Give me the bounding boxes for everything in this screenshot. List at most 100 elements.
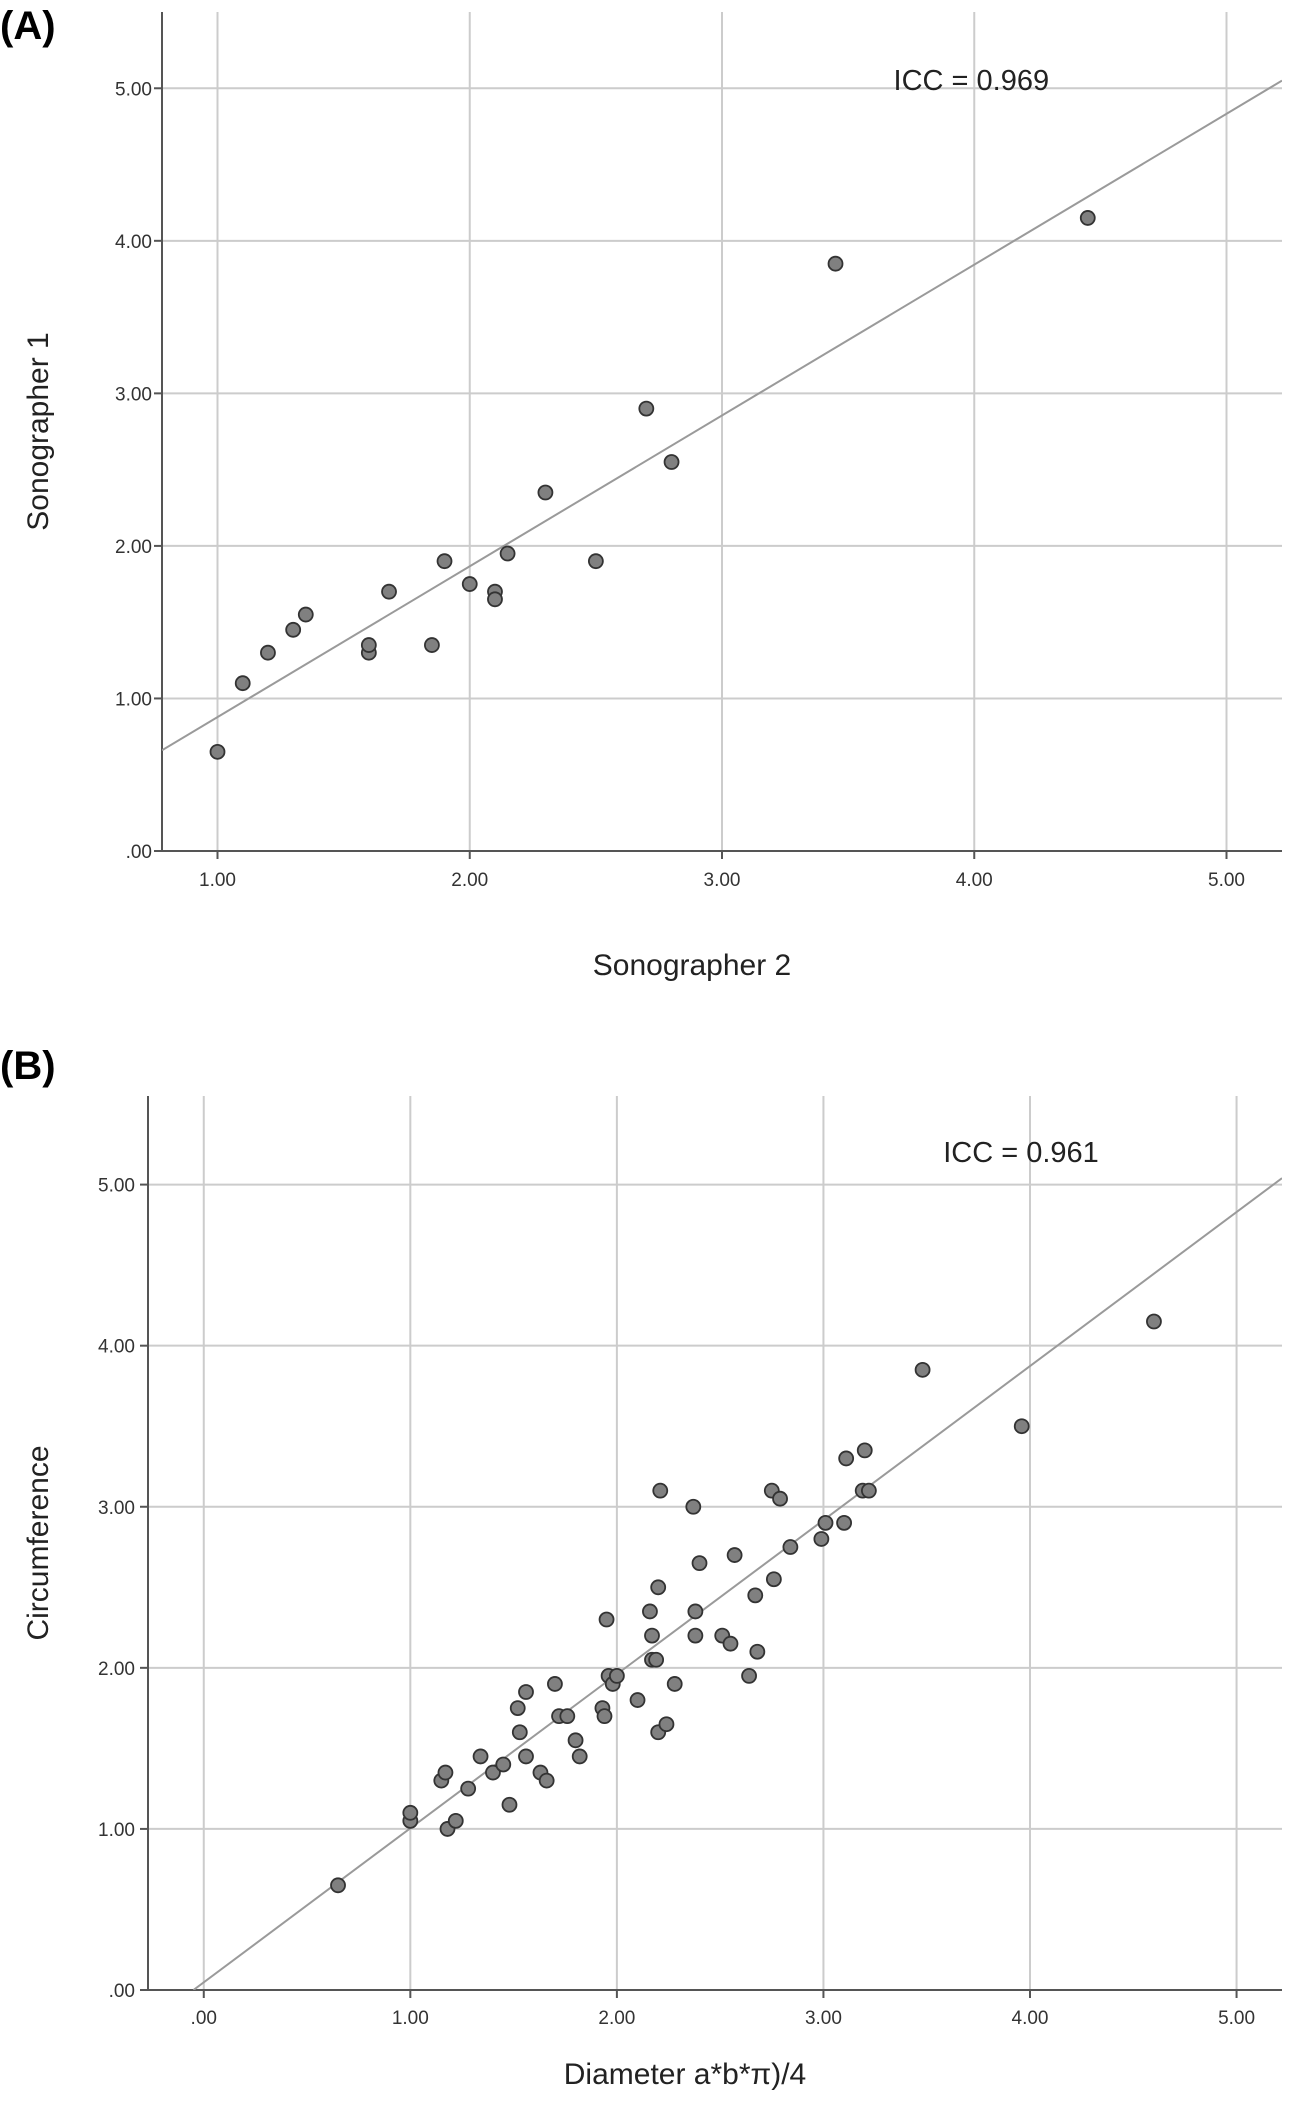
data-point: [567, 1732, 584, 1749]
data-point: [509, 1700, 526, 1717]
fit-line: [162, 79, 1282, 752]
y-axis-label: Sonographer 1: [22, 332, 55, 531]
data-point: [424, 637, 440, 653]
data-point: [722, 1635, 739, 1652]
data-point: [749, 1643, 766, 1660]
data-point: [644, 1627, 660, 1644]
data-point: [747, 1587, 764, 1604]
y-tick-label: 2.00: [98, 1659, 135, 1680]
y-tick-label: 3.00: [115, 384, 152, 405]
data-point: [608, 1667, 625, 1684]
data-point: [817, 1514, 834, 1531]
data-point: [772, 1490, 788, 1507]
x-tick-label: 3.00: [805, 2008, 842, 2029]
y-tick-label: .00: [109, 1981, 135, 2002]
data-point: [666, 1676, 683, 1692]
data-point: [571, 1748, 588, 1765]
data-point: [648, 1651, 665, 1668]
data-point: [838, 1450, 855, 1467]
x-axis-label: Diameter a*b*π)/4: [564, 2058, 806, 2091]
data-point: [642, 1603, 658, 1620]
data-point: [487, 591, 503, 608]
fit-line: [192, 1177, 1282, 1990]
data-point: [741, 1667, 757, 1684]
x-tick-label: 2.00: [451, 870, 488, 891]
data-point: [813, 1531, 830, 1547]
data-point: [547, 1676, 563, 1692]
data-point: [537, 484, 554, 501]
data-point: [260, 644, 276, 661]
data-point: [1013, 1418, 1030, 1435]
data-point: [437, 1764, 454, 1781]
data-point: [495, 1756, 512, 1773]
chart-panel-b: (B) .00 1.00 2.00 3.00 4.00 5.00 .00 1.00 2.00 3.…: [0, 1040, 1296, 2104]
data-point: [511, 1724, 528, 1741]
data-point: [726, 1547, 743, 1563]
data-point: [381, 583, 397, 600]
data-point: [650, 1579, 667, 1596]
data-point: [472, 1748, 489, 1765]
data-point: [518, 1684, 534, 1700]
data-point: [836, 1514, 852, 1531]
data-point: [402, 1804, 419, 1821]
data-point: [297, 606, 314, 623]
data-point: [501, 1796, 518, 1813]
y-tick-label: 4.00: [98, 1337, 135, 1358]
data-point: [559, 1708, 576, 1725]
data-point: [1079, 210, 1096, 226]
data-point: [587, 553, 604, 570]
icc-annotation: ICC = 0.961: [943, 1137, 1099, 1169]
data-point: [518, 1748, 534, 1765]
data-point: [598, 1611, 615, 1628]
y-tick-label: 4.00: [115, 232, 152, 253]
data-point: [765, 1571, 782, 1588]
panel-label: (B): [0, 1044, 56, 1088]
data-point: [1146, 1313, 1162, 1330]
x-tick-label: 4.00: [956, 870, 993, 891]
x-tick-label: 1.00: [392, 2008, 429, 2029]
data-point: [685, 1498, 702, 1515]
data-point: [856, 1442, 873, 1459]
data-point: [629, 1692, 646, 1708]
y-tick-label: 5.00: [115, 79, 152, 100]
icc-annotation: ICC = 0.969: [894, 65, 1050, 97]
y-tick-label: 1.00: [115, 689, 152, 710]
data-point: [596, 1708, 613, 1725]
x-tick-label: 2.00: [598, 2008, 635, 2029]
data-point: [538, 1772, 555, 1789]
data-point: [782, 1539, 799, 1555]
data-point: [461, 576, 478, 592]
data-point: [499, 545, 516, 562]
data-point: [330, 1877, 346, 1894]
data-point: [447, 1812, 464, 1829]
data-point: [460, 1780, 477, 1797]
y-tick-label: 2.00: [115, 537, 152, 558]
data-point: [209, 743, 226, 760]
x-tick-label: 5.00: [1218, 2008, 1255, 2029]
data-point: [914, 1361, 931, 1378]
y-tick-label: 3.00: [98, 1498, 135, 1519]
data-point: [691, 1555, 708, 1572]
chart-panel-a: (A) 1.00 2.00 3.00 4.00 5.00 .00 1.00 2.00 3.00 4…: [0, 0, 1296, 1040]
x-tick-label: 4.00: [1012, 2008, 1049, 2029]
x-tick-label: 5.00: [1208, 870, 1245, 891]
y-tick-label: 5.00: [98, 1176, 135, 1197]
data-point: [687, 1627, 704, 1644]
data-point: [234, 675, 251, 692]
y-tick-label: .00: [126, 842, 152, 863]
scatter-plot-a: 1.00 2.00 3.00 4.00 5.00 .00 1.00 2.00 3.00 4.00 5…: [22, 12, 1282, 982]
data-point: [658, 1716, 675, 1733]
data-point: [638, 400, 655, 417]
panel-label: (A): [0, 4, 56, 48]
data-point: [360, 637, 377, 653]
data-point: [285, 621, 302, 638]
x-tick-label: .00: [191, 2008, 217, 2029]
scatter-plot-b: .00 1.00 2.00 3.00 4.00 5.00 .00 1.00 2.00 3.00 4.…: [22, 1096, 1282, 2091]
data-point: [485, 1764, 501, 1781]
data-point: [652, 1482, 669, 1499]
y-tick-label: 1.00: [98, 1820, 135, 1841]
x-tick-label: 1.00: [199, 870, 236, 891]
x-tick-label: 3.00: [704, 870, 741, 891]
data-point: [687, 1603, 704, 1620]
y-axis-label: Circumference: [22, 1445, 55, 1640]
